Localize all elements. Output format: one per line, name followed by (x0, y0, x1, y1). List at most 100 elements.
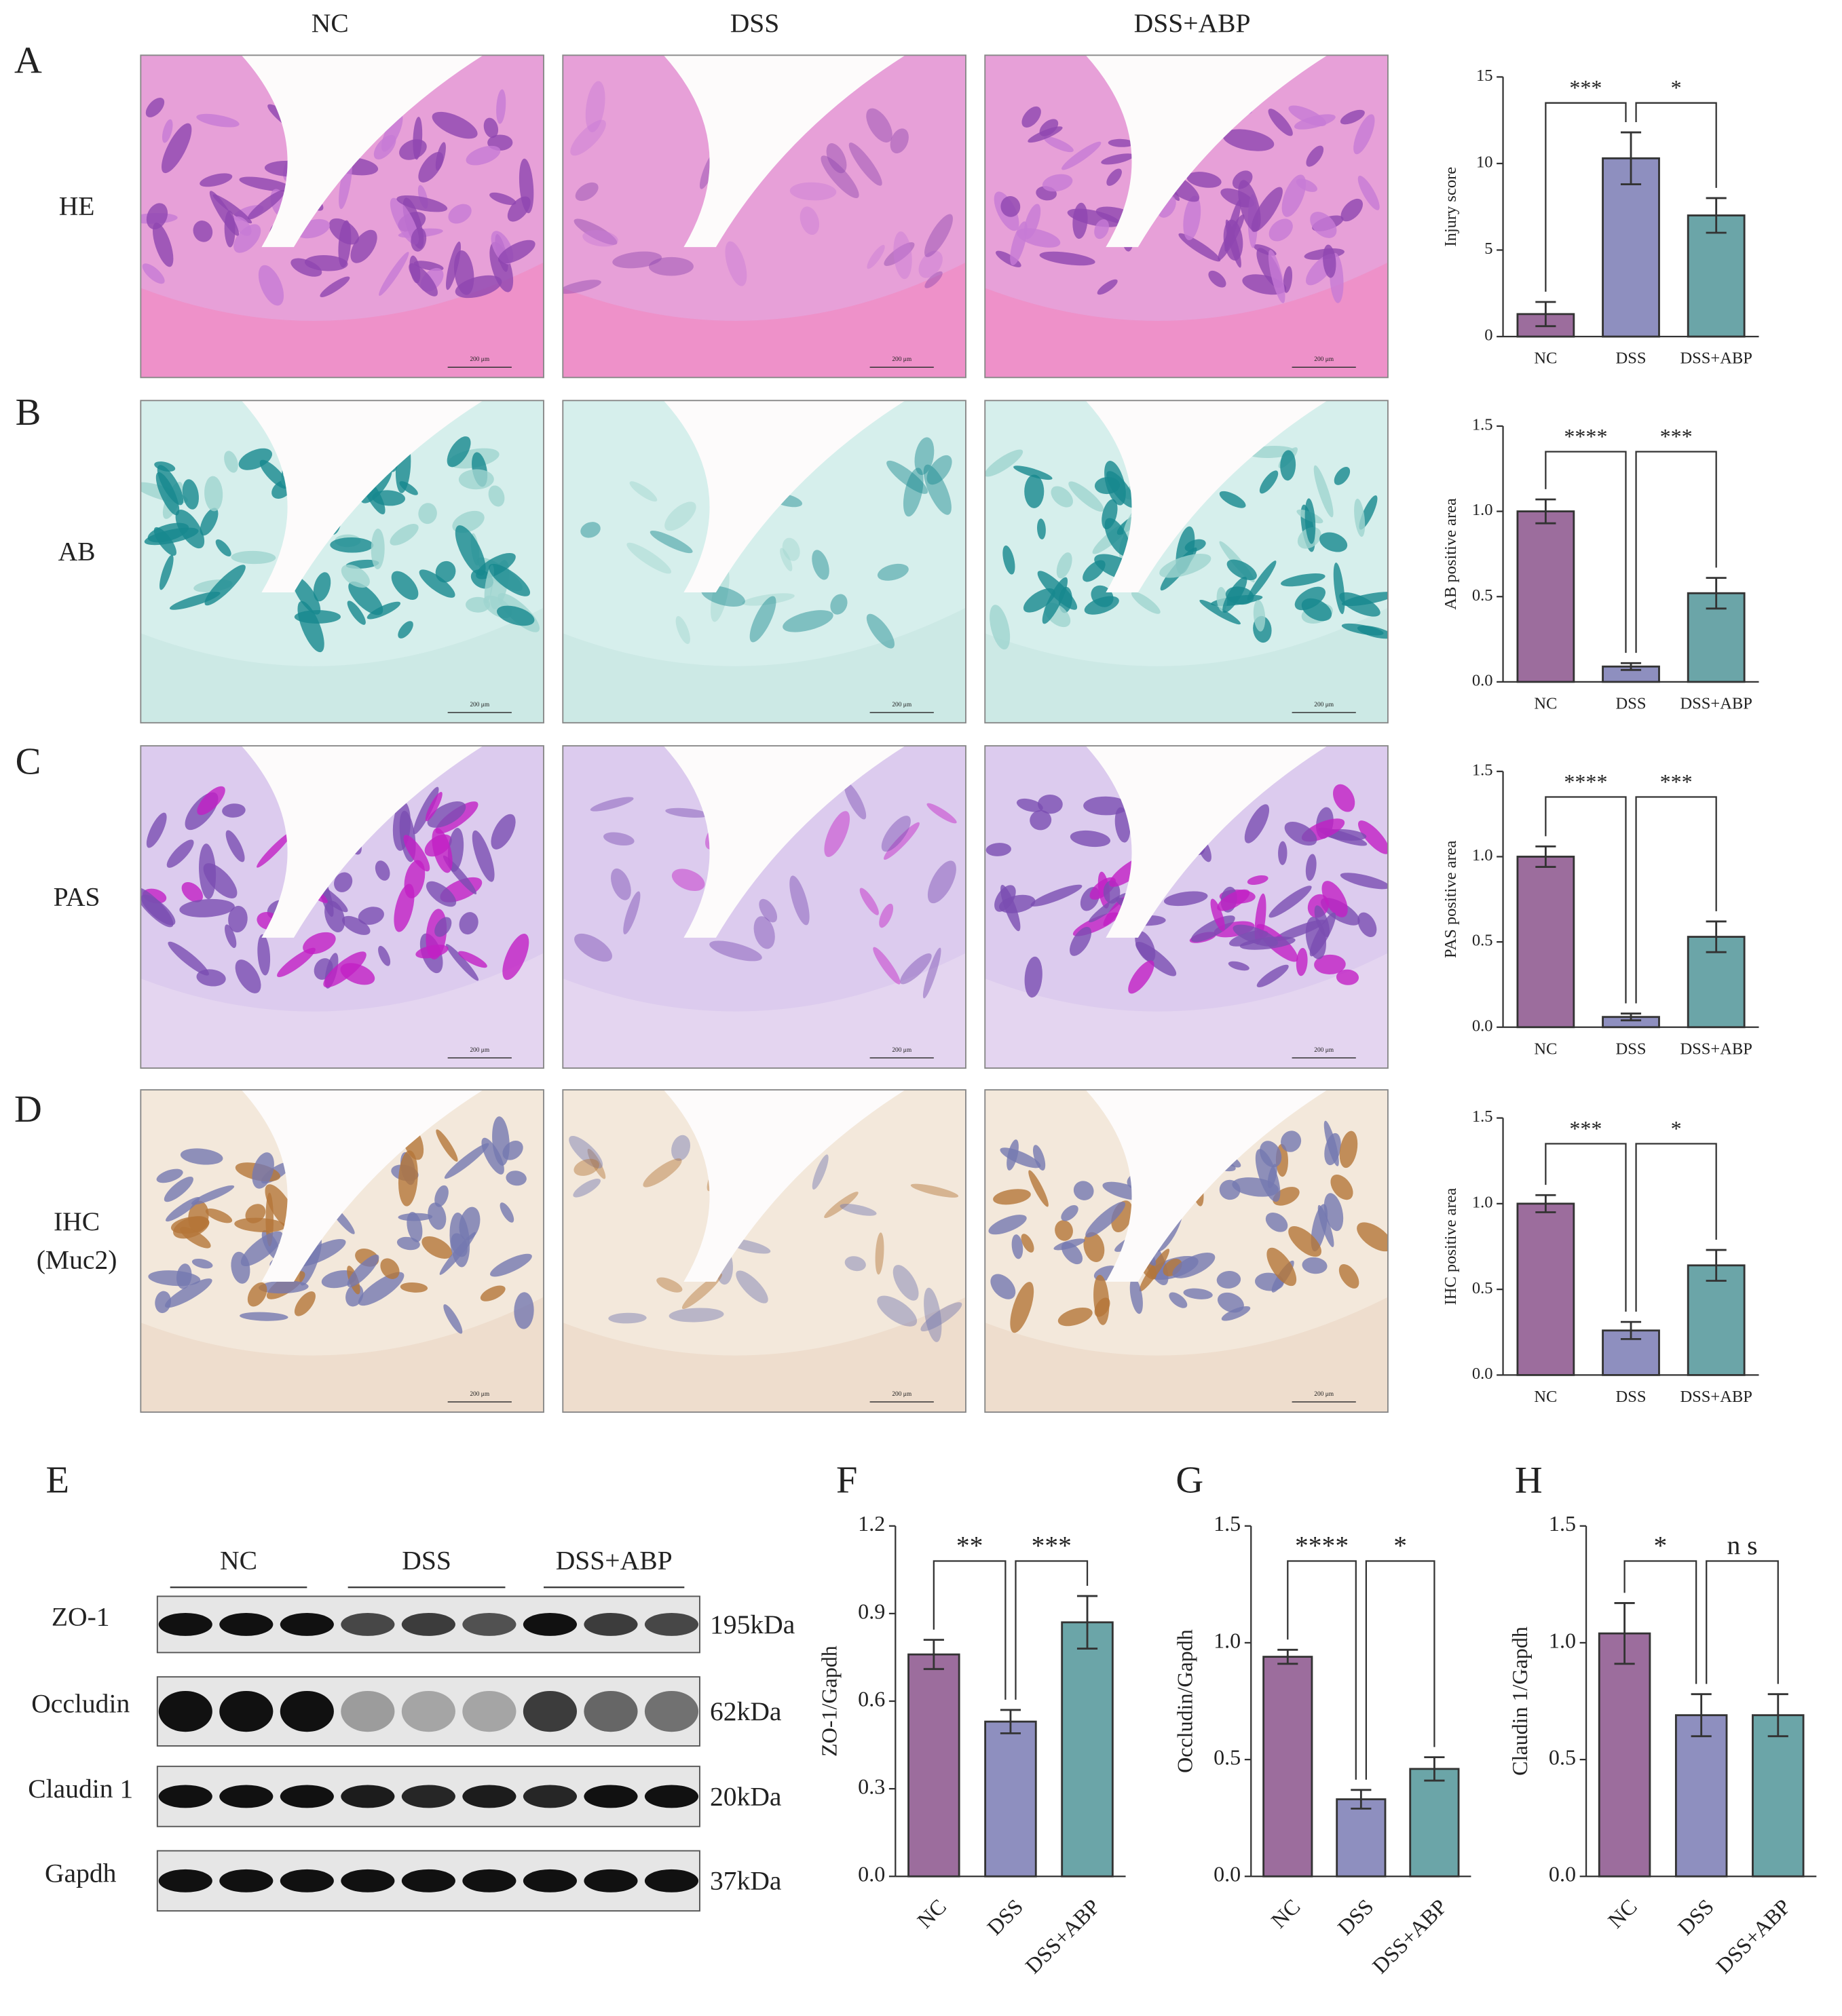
crypt (866, 108, 892, 142)
crypt (358, 907, 384, 925)
y-tick-label: 0.0 (1472, 1016, 1493, 1035)
image-border (562, 745, 966, 1069)
bar (1752, 1714, 1805, 1878)
crypt (826, 143, 847, 174)
crypt (812, 550, 829, 580)
group-label: DSS (402, 1546, 451, 1576)
crypt (1268, 886, 1312, 918)
crypt (988, 1215, 1027, 1235)
crypt (394, 883, 415, 932)
y-tick-label: 0.5 (1472, 1279, 1493, 1297)
crypt (1032, 1145, 1046, 1171)
crypt (443, 1304, 463, 1334)
protein-label: Claudin 1 (28, 1774, 133, 1804)
crypt (648, 256, 694, 276)
lumen (1085, 746, 1328, 938)
crypt (1016, 798, 1043, 812)
bar (1516, 1202, 1575, 1376)
scale-bar-label: 200 μm (470, 1047, 490, 1054)
blot-band (219, 1690, 274, 1732)
crypt (1334, 467, 1351, 485)
crypt (1302, 1257, 1328, 1274)
crypt (1357, 1222, 1388, 1252)
significance-bracket (1365, 1560, 1435, 1780)
column-title: DSS+ABP (1134, 8, 1251, 38)
crypt (491, 814, 516, 850)
crypt (1317, 1204, 1334, 1247)
crypt (164, 1278, 212, 1308)
blot-band (341, 1690, 395, 1732)
crypt (1010, 1282, 1034, 1333)
crypt (181, 881, 204, 902)
significance-bracket (1635, 796, 1717, 1004)
crypt (671, 869, 705, 892)
crypt (193, 221, 213, 242)
crypt (910, 1183, 959, 1198)
blot-band (341, 1785, 395, 1808)
x-tick-label: DSS (982, 1894, 1028, 1939)
scale-bar-label: 200 μm (1314, 1047, 1334, 1054)
histology-image: 200 μm (984, 1089, 1389, 1413)
x-tick-label: NC (1534, 1388, 1557, 1406)
muscle-layer (985, 953, 1388, 1069)
crypt (903, 468, 924, 517)
y-axis-label: Claudin 1/Gapdh (1507, 1627, 1532, 1776)
crypt (375, 860, 390, 881)
crypt (231, 550, 276, 565)
crypt (455, 525, 486, 576)
crypt (1225, 586, 1254, 605)
blot-band (523, 1690, 578, 1732)
crypt (569, 1136, 603, 1168)
lumen (241, 1090, 483, 1282)
crypt (1281, 573, 1326, 587)
crypt (650, 531, 693, 554)
crypt (240, 1231, 283, 1267)
histology-image: 200 μm (562, 400, 966, 724)
crypt (162, 119, 173, 143)
crypt (258, 265, 284, 306)
crypt (1061, 141, 1102, 170)
crypt (1341, 623, 1384, 636)
crypt (990, 605, 1011, 650)
crypt (277, 947, 316, 978)
crypt (140, 894, 176, 926)
crypt (458, 951, 487, 968)
crypt (1224, 199, 1241, 252)
crypt (313, 572, 331, 602)
crypt (1217, 1292, 1244, 1313)
crypt (1183, 1288, 1213, 1299)
crypt (1216, 1271, 1241, 1289)
crypt (1256, 964, 1289, 987)
crypt (1340, 873, 1388, 890)
crypt (413, 786, 439, 835)
crypt (179, 898, 235, 917)
tissue (985, 1090, 1388, 1413)
blot-band (341, 1612, 395, 1636)
crypt (400, 1282, 428, 1293)
crypt (1247, 560, 1277, 601)
lumen (663, 1090, 905, 1282)
crypt (1021, 1234, 1034, 1253)
crypt (215, 539, 231, 557)
crypt (341, 564, 370, 588)
crypt (480, 1285, 506, 1301)
crypt (927, 860, 956, 904)
lumen (1085, 400, 1328, 592)
protein-label: ZO-1 (52, 1601, 110, 1631)
crypt (669, 1308, 724, 1323)
y-tick-label: 0.0 (858, 1862, 885, 1886)
crypt (294, 1291, 316, 1316)
crypt (1013, 465, 1053, 480)
crypt (1228, 961, 1249, 971)
bar (1061, 1621, 1114, 1878)
bar (1516, 856, 1575, 1029)
y-tick-label: 1.0 (1549, 1628, 1576, 1652)
crypt (886, 460, 928, 494)
crypt (1238, 180, 1261, 232)
crypt (1084, 596, 1119, 615)
protein-label: Occludin (31, 1689, 130, 1719)
crypt (1023, 588, 1055, 613)
crypt (866, 613, 895, 649)
crypt (203, 863, 238, 898)
